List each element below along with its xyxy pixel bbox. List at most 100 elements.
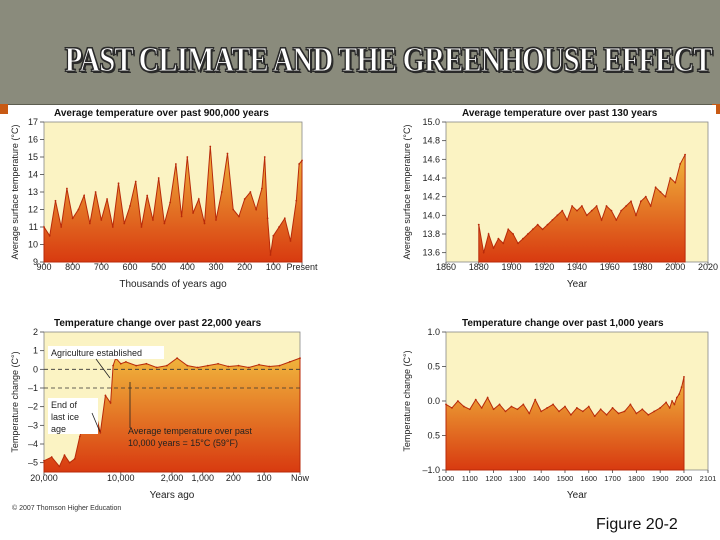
x-tick-label: 1940 [567, 262, 587, 272]
data-point [112, 364, 115, 367]
data-point [146, 194, 149, 197]
data-point [117, 182, 120, 185]
y-tick-label: 14.6 [422, 154, 440, 164]
annotation-bg [48, 398, 98, 434]
y-axis-label-3: Temperature change (C°) [10, 351, 20, 452]
annotation-average-1: Average temperature over past [128, 426, 252, 436]
x-tick-label: 300 [208, 262, 223, 272]
y-tick-label: 2 [33, 327, 38, 337]
figure-label: Figure 20-2 [596, 516, 678, 533]
data-point [615, 219, 618, 221]
data-point [215, 219, 217, 221]
data-point [522, 403, 525, 406]
x-tick-label: 1100 [462, 474, 478, 483]
y-tick-label: 1.0 [427, 327, 440, 337]
x-tick-label: Present [286, 262, 318, 272]
data-point [510, 405, 513, 408]
y-tick-label: 12 [28, 205, 38, 215]
data-point [283, 217, 286, 220]
data-point [43, 226, 45, 228]
data-point [541, 228, 544, 231]
data-point [486, 396, 489, 399]
data-point [668, 407, 671, 409]
x-tick-label: 700 [94, 262, 109, 272]
data-point [575, 407, 578, 409]
y-tick-label: 0.5 [427, 362, 440, 372]
slide-title: PAST CLIMATE AND THE GREENHOUSE EFFECT [64, 40, 713, 80]
data-point [100, 219, 103, 221]
y-tick-label: 14.8 [422, 136, 440, 146]
data-point [531, 228, 534, 231]
data-point [487, 233, 490, 235]
annotation-bg [48, 346, 164, 359]
left-edge-mark [0, 104, 8, 114]
data-point [462, 405, 465, 408]
data-point [278, 226, 280, 228]
x-tick-label: 2000 [665, 262, 685, 272]
data-point [498, 403, 501, 406]
x-tick-label: 1880 [469, 262, 489, 272]
data-point [641, 408, 644, 411]
x-tick-label: 1,000 [191, 473, 214, 483]
y-tick-label: –4 [28, 439, 38, 449]
data-point [197, 198, 200, 200]
x-tick-label: 2000 [676, 474, 693, 483]
x-tick-label: 1860 [436, 262, 456, 272]
data-point [599, 408, 602, 411]
data-point [671, 400, 673, 402]
data-point [119, 362, 122, 365]
y-tick-label: 10 [28, 240, 38, 250]
data-point [680, 386, 683, 389]
y-tick-label: 0 [33, 364, 38, 374]
x-axis-label-3: Years ago [150, 490, 195, 501]
data-point [649, 205, 652, 207]
y-tick-label: 16 [28, 135, 38, 145]
data-point [504, 410, 507, 413]
data-point [653, 410, 656, 413]
data-point [617, 412, 620, 415]
data-point [581, 410, 584, 413]
data-point [536, 223, 539, 226]
data-point [675, 396, 678, 399]
y-tick-label: –1 [28, 383, 38, 393]
x-tick-label: 2,000 [161, 473, 184, 483]
data-point [157, 177, 160, 179]
data-point [566, 219, 569, 221]
data-point [263, 156, 266, 158]
data-point [517, 242, 519, 245]
x-tick-label: 800 [65, 262, 80, 272]
data-point [526, 233, 529, 235]
data-point [492, 247, 495, 249]
data-point [678, 393, 681, 395]
data-point [576, 209, 578, 212]
data-point [492, 408, 495, 411]
data-point [546, 223, 549, 226]
y-axis-label-1: Average surface temperature (°C) [10, 125, 20, 260]
data-point [647, 413, 650, 416]
data-point [227, 365, 230, 368]
data-point [180, 215, 183, 218]
area-series-1 [43, 146, 303, 263]
y-axis-label-2: Average surface temperature (°C) [402, 125, 412, 260]
data-point [186, 364, 189, 367]
annotation-agriculture: Agriculture established [51, 348, 142, 358]
data-point [99, 431, 102, 434]
data-point [186, 156, 189, 158]
x-tick-label: 100 [266, 262, 281, 272]
data-point [512, 233, 515, 235]
data-point [635, 412, 638, 415]
data-point [71, 217, 74, 220]
data-point [581, 205, 583, 207]
x-tick-label: 600 [122, 262, 137, 272]
data-point [674, 181, 677, 184]
data-point [629, 403, 632, 406]
data-point [272, 234, 275, 237]
y-axis-label-4: Temperature change (C°) [402, 350, 412, 451]
data-point [232, 208, 235, 211]
x-tick-label: 1900 [652, 474, 669, 483]
data-point [611, 407, 614, 409]
data-point [104, 394, 107, 397]
data-point [43, 459, 45, 462]
data-point [73, 458, 76, 460]
